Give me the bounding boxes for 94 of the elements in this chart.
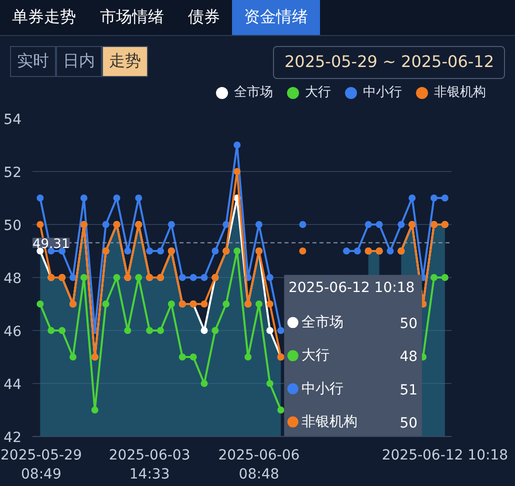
annotation: 2025-06-12 10:18 <box>288 280 415 296</box>
point <box>430 194 438 202</box>
point <box>212 327 219 334</box>
point <box>124 327 132 334</box>
point <box>430 274 438 281</box>
text: 大行 <box>305 85 331 100</box>
point <box>36 300 44 308</box>
point <box>441 274 448 281</box>
point <box>146 327 154 334</box>
point <box>398 221 405 228</box>
text: 债券 <box>187 6 221 28</box>
point <box>376 221 383 228</box>
point <box>156 248 164 254</box>
y-tick-label: 54 <box>4 112 22 128</box>
point <box>234 168 241 175</box>
point <box>386 248 394 254</box>
point <box>168 221 175 228</box>
text: 走势 <box>102 46 148 77</box>
point <box>168 300 175 308</box>
point <box>102 221 110 228</box>
point <box>124 248 132 254</box>
legend-label: 中小行 <box>362 84 402 102</box>
point <box>354 248 361 254</box>
point <box>222 221 230 228</box>
text: 中小行 <box>302 380 344 397</box>
annotation: 51 <box>400 382 418 398</box>
point <box>277 327 284 334</box>
text: 实时 <box>10 46 56 77</box>
text: 非银机构 <box>434 85 486 100</box>
legend-label: 非银机构 <box>302 414 358 430</box>
point <box>266 327 274 334</box>
text: 日内 <box>56 46 102 77</box>
text: 2025-05-29 ~ 2025-06-12 <box>273 46 505 79</box>
legend-label: 大行 <box>302 348 330 364</box>
point <box>200 274 208 281</box>
annotation: 50 <box>400 415 418 432</box>
point <box>222 300 230 308</box>
ref-line-label: 49.31 <box>32 236 70 252</box>
point <box>146 248 154 254</box>
point <box>212 248 219 254</box>
annotation: 50 <box>400 316 418 332</box>
point <box>113 274 120 281</box>
text: 资金情绪 <box>232 0 320 35</box>
x-tick-label: 2025-06-12 10:18 <box>382 448 508 464</box>
x-tick-label: 2025-05-29 08:49 <box>0 448 82 483</box>
x-tick-label: 2025-06-03 14:33 <box>108 448 190 483</box>
text: 单券走势 <box>11 6 77 28</box>
y-tick-label: 50 <box>4 218 22 234</box>
point <box>364 221 372 228</box>
point <box>244 354 252 360</box>
point <box>36 221 44 228</box>
point <box>190 354 197 360</box>
y-tick-label: 44 <box>4 377 22 393</box>
point <box>200 380 208 387</box>
point <box>156 327 164 334</box>
text: 市场情绪 <box>99 6 165 28</box>
point <box>178 274 186 281</box>
point <box>91 406 98 414</box>
point <box>178 354 186 360</box>
y-tick-label: 48 <box>4 271 22 287</box>
point <box>441 194 448 202</box>
point <box>234 142 241 148</box>
point <box>299 221 306 228</box>
point <box>69 354 76 360</box>
point <box>80 274 88 281</box>
point <box>408 194 416 202</box>
point <box>200 327 208 334</box>
point <box>255 300 262 308</box>
legend-label: 全市场 <box>302 314 344 331</box>
point <box>266 300 274 308</box>
y-tick-label: 46 <box>4 324 22 340</box>
point <box>200 300 208 308</box>
y-tick-label: 52 <box>4 165 22 181</box>
point <box>36 194 44 202</box>
y-tick-label: 42 <box>4 430 22 446</box>
point <box>80 194 88 202</box>
point <box>113 194 120 202</box>
annotation: 48 <box>400 349 418 366</box>
point <box>255 221 262 228</box>
point <box>266 380 274 387</box>
point <box>190 274 197 281</box>
point <box>135 274 142 281</box>
point <box>69 274 76 281</box>
x-tick-label: 2025-06-06 08:48 <box>218 448 300 483</box>
point <box>277 406 284 414</box>
text: 全市场 <box>234 85 273 100</box>
point <box>135 194 142 202</box>
point <box>299 248 306 254</box>
point <box>266 274 274 281</box>
point <box>342 248 350 254</box>
point <box>48 327 55 334</box>
point <box>234 248 241 254</box>
point <box>58 327 66 334</box>
point <box>102 300 110 308</box>
